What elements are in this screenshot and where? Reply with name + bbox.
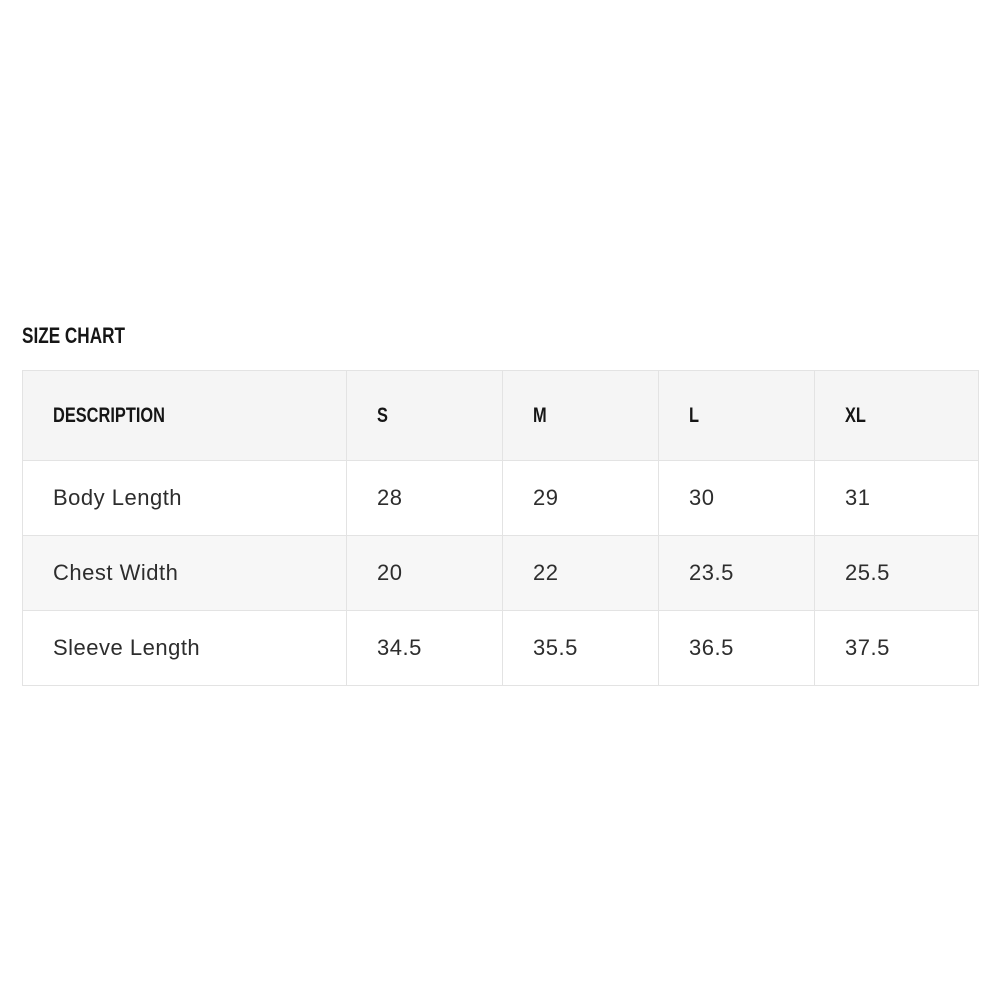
- cell-value: 37.5: [814, 610, 979, 686]
- column-header-s: S: [346, 370, 503, 461]
- page-title: SIZE CHART: [22, 323, 154, 349]
- row-label: Sleeve Length: [22, 610, 347, 686]
- header-row: DESCRIPTION S M L XL: [22, 370, 979, 461]
- cell-value: 22: [502, 535, 659, 611]
- size-chart-table: DESCRIPTION S M L XL Body Length 28: [22, 370, 979, 686]
- row-label: Body Length: [22, 460, 347, 536]
- cell-value: 29: [502, 460, 659, 536]
- cell-value: 25.5: [814, 535, 979, 611]
- column-header-xl: XL: [814, 370, 979, 461]
- cell-value: 28: [346, 460, 503, 536]
- cell-value: 31: [814, 460, 979, 536]
- column-header-m: M: [502, 370, 659, 461]
- cell-value: 23.5: [658, 535, 815, 611]
- cell-value: 36.5: [658, 610, 815, 686]
- cell-value: 35.5: [502, 610, 659, 686]
- cell-value: 20: [346, 535, 503, 611]
- table-row-chest-width: Chest Width 20 22 23.5 25.5: [22, 535, 979, 611]
- cell-value: 34.5: [346, 610, 503, 686]
- table-row-body-length: Body Length 28 29 30 31: [22, 460, 979, 536]
- row-label: Chest Width: [22, 535, 347, 611]
- column-header-description: DESCRIPTION: [22, 370, 347, 461]
- column-header-l: L: [658, 370, 815, 461]
- page-title-text: SIZE CHART: [22, 323, 125, 348]
- table-row-sleeve-length: Sleeve Length 34.5 35.5 36.5 37.5: [22, 610, 979, 686]
- cell-value: 30: [658, 460, 815, 536]
